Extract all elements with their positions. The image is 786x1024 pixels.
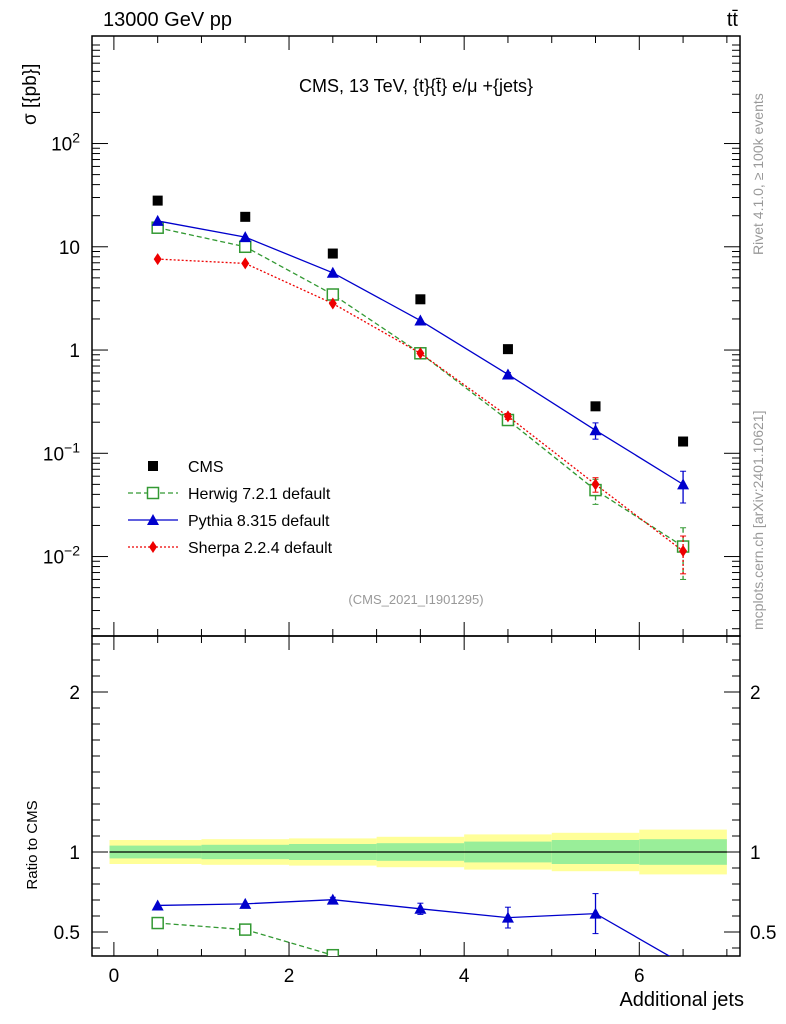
ratio-point: [501, 911, 514, 923]
ratio-point: [326, 893, 339, 905]
legend-label: Sherpa 2.2.4 default: [188, 540, 333, 557]
data-point: [414, 314, 427, 326]
y-tick-label: 1: [69, 341, 80, 362]
data-point: [501, 368, 514, 380]
data-point: [502, 344, 513, 355]
data-point: [326, 266, 339, 278]
ratio-frame: [91, 635, 741, 957]
ratio-point: [589, 907, 602, 919]
series-cms: [152, 195, 689, 447]
legend-marker: [146, 486, 160, 500]
ratio-point: [151, 916, 164, 930]
legend-marker: [147, 514, 159, 525]
data-point: [679, 545, 688, 558]
main-plot-panel: 10−2 10−1 1 10 102 CMS Herwig 7.2.1 default Pyt…: [43, 35, 741, 637]
data-point: [503, 410, 512, 423]
data-point: [240, 211, 251, 222]
series-pythia: [151, 214, 690, 504]
data-point: [151, 214, 164, 226]
y-tick-label: 10−2: [43, 543, 80, 569]
ratio-series-herwig: [151, 916, 340, 956]
legend-label: CMS: [188, 459, 224, 476]
data-point: [416, 347, 425, 360]
ratio-point: [414, 902, 427, 914]
data-point: [239, 231, 252, 243]
data-point: [238, 240, 252, 254]
data-point: [327, 248, 338, 259]
ratio-plot-panel: 0 2 4 6 0.5 0.5 1 1 2 2: [54, 635, 776, 987]
header-right: tt̄: [727, 9, 739, 31]
ratio-point: [238, 923, 252, 936]
data-point: [152, 195, 163, 206]
data-point: [153, 253, 162, 266]
legend-marker: [148, 461, 158, 471]
ratio-y-label: Ratio to CMS: [24, 800, 41, 889]
data-point: [591, 478, 600, 491]
y-tick-label: 102: [51, 130, 80, 156]
data-point: [589, 424, 602, 436]
ratio-y-tick-label: 0.5: [54, 923, 80, 944]
ratio-point: [151, 899, 164, 911]
data-point: [328, 297, 337, 310]
data-point: [678, 436, 689, 447]
x-axis-label: Additional jets: [619, 989, 744, 1011]
data-point: [241, 257, 250, 270]
watermark: (CMS_2021_I1901295): [348, 592, 483, 607]
main-title: CMS, 13 TeV, {t}{t̄} e/μ +{jets}: [299, 76, 533, 96]
ratio-y-tick-label-right: 1: [750, 843, 761, 864]
legend-marker: [149, 541, 157, 553]
x-tick-label: 4: [459, 966, 470, 987]
header-left: 13000 GeV pp: [103, 9, 232, 31]
ratio-point: [239, 897, 252, 909]
x-tick-label: 6: [634, 966, 645, 987]
x-tick-label: 0: [109, 966, 120, 987]
legend-label: Pythia 8.315 default: [188, 513, 330, 530]
ratio-y-tick-label: 1: [69, 843, 80, 864]
ratio-series-pythia: [151, 893, 671, 956]
rivet-label: Rivet 4.1.0, ≥ 100k events: [750, 93, 766, 255]
y-tick-label: 10: [59, 238, 80, 259]
x-tick-label: 2: [284, 966, 295, 987]
data-point: [415, 294, 426, 305]
data-point: [590, 401, 601, 412]
ratio-line: [157, 922, 333, 956]
ratio-y-tick-label-right: 2: [750, 683, 761, 704]
ratio-y-tick-label: 2: [69, 683, 80, 704]
legend-label: Herwig 7.2.1 default: [188, 486, 331, 503]
series-sherpa: [153, 253, 688, 575]
mcplots-label: mcplots.cern.ch [arXiv:2401.10621]: [750, 411, 766, 630]
legend: CMS Herwig 7.2.1 default Pythia 8.315 defa…: [128, 459, 333, 557]
ratio-point: [326, 948, 340, 956]
main-y-label: σ [{pb}]: [20, 64, 41, 125]
ratio-y-tick-label-right: 0.5: [750, 923, 776, 944]
data-point: [677, 478, 690, 490]
y-tick-label: 10−1: [43, 439, 80, 465]
